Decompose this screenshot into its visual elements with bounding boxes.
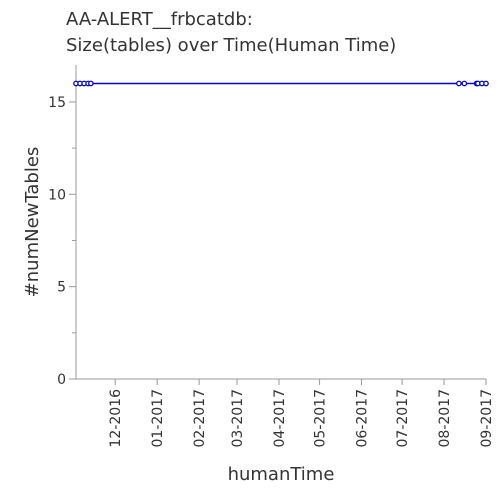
x-axis-label: humanTime — [228, 464, 335, 485]
x-tick-label: 04-2017 — [272, 389, 288, 448]
x-tick-label: 06-2017 — [355, 389, 371, 448]
data-point — [483, 80, 489, 87]
x-tick-label: 05-2017 — [313, 389, 329, 448]
x-tick-label: 09-2017 — [479, 389, 495, 448]
data-point — [461, 80, 468, 87]
y-tick-label: 15 — [48, 95, 66, 111]
chart-title-line-2: Size(tables) over Time(Human Time) — [66, 35, 396, 56]
axes — [75, 65, 486, 380]
y-ticks: 0 5 10 15 — [48, 95, 76, 388]
x-tick-label: 02-2017 — [192, 389, 208, 448]
x-ticks: 12-2016 01-2017 02-2017 03-2017 04-2017 05-20… — [108, 379, 495, 448]
x-tick-label: 07-2017 — [395, 389, 411, 448]
series-layer — [73, 80, 489, 87]
data-point — [88, 80, 94, 87]
data-point — [456, 80, 462, 87]
x-tick-label: 01-2017 — [150, 389, 166, 448]
y-tick-label: 5 — [57, 280, 66, 296]
x-tick-label: 08-2017 — [437, 389, 453, 448]
chart-title-line-1: AA-ALERT__frbcatdb: — [66, 9, 253, 30]
y-tick-label: 10 — [48, 187, 66, 203]
y-tick-label: 0 — [57, 372, 66, 388]
x-tick-label: 03-2017 — [230, 389, 246, 448]
x-tick-label: 12-2016 — [108, 389, 124, 448]
y-axis-label: #numNewTables — [22, 147, 43, 298]
